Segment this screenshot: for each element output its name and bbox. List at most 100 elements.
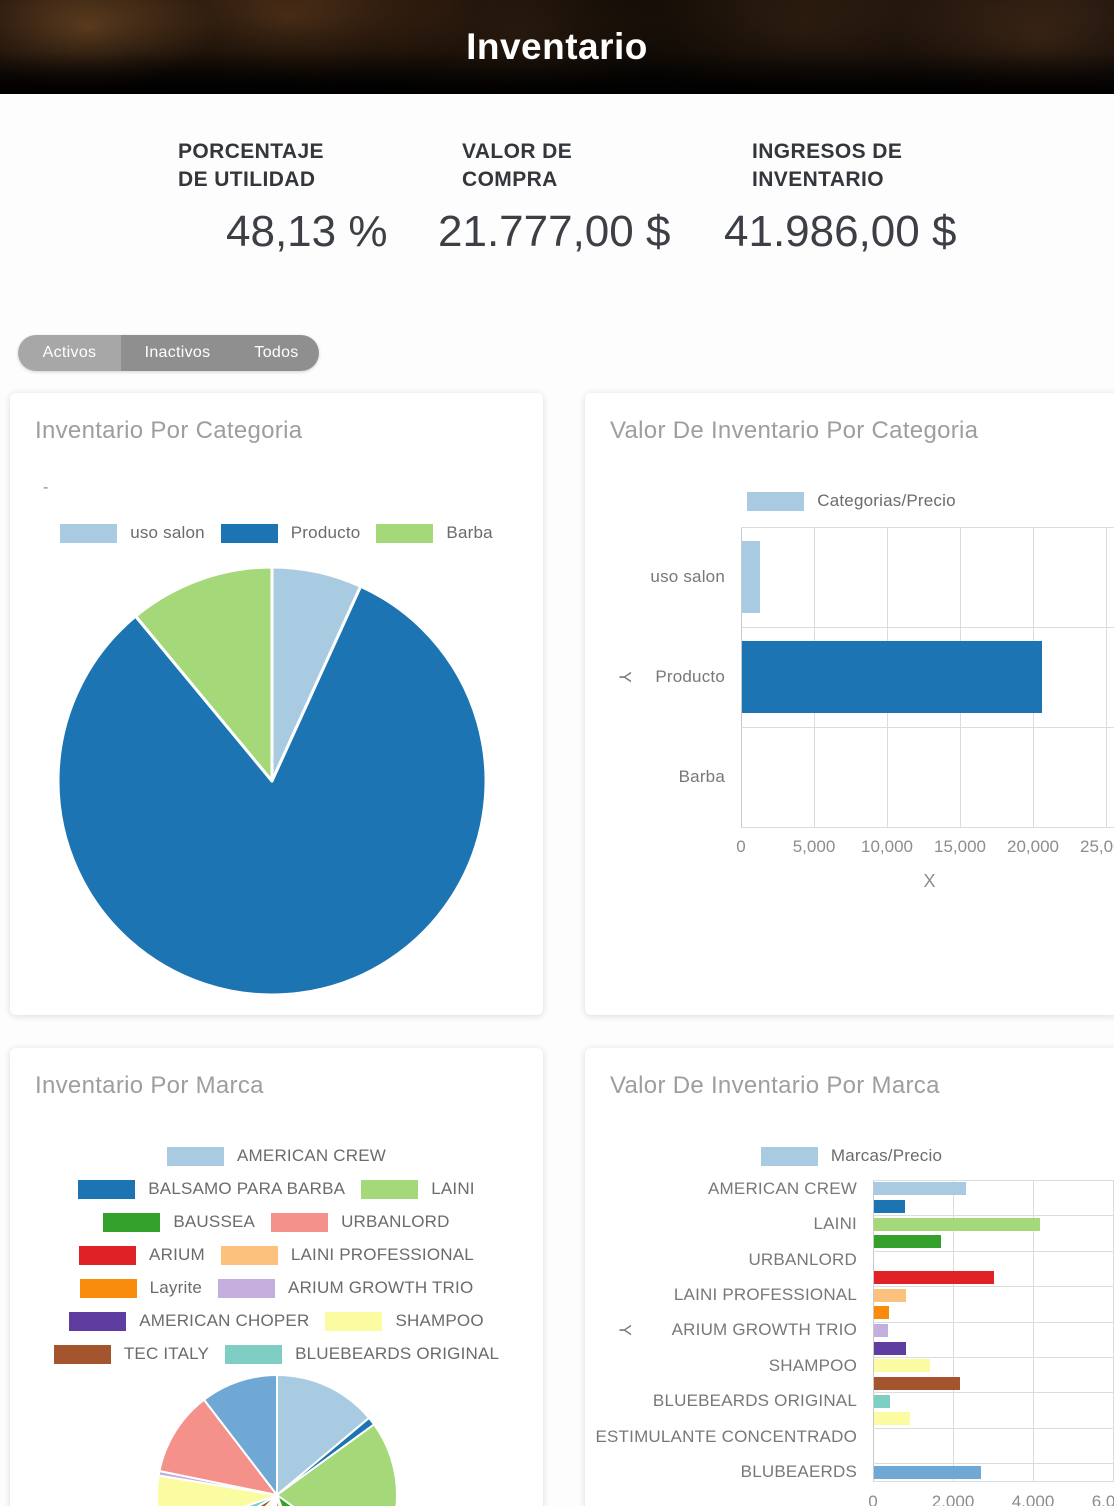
bar xyxy=(874,1306,890,1320)
tab-inactivos[interactable]: Inactivos xyxy=(121,335,234,371)
card-title: Inventario Por Marca xyxy=(35,1072,264,1099)
chart-legend: Categorias/Precio xyxy=(585,491,1114,511)
kpi-valor-compra: VALOR DE COMPRA 21.777,00 $ xyxy=(438,138,670,257)
tab-activos[interactable]: Activos xyxy=(18,335,121,371)
legend-label: Barba xyxy=(446,523,493,542)
y-axis-title: Y xyxy=(615,1324,635,1337)
y-tick-label: ESTIMULANTE CONCENTRADO xyxy=(595,1426,857,1446)
legend-item[interactable]: AMERICAN CREW xyxy=(167,1146,386,1166)
legend-row: BAUSSEA URBANLORD xyxy=(10,1212,543,1232)
legend-swatch xyxy=(53,1344,111,1364)
y-tick-label: Producto xyxy=(655,667,725,686)
bar xyxy=(874,1235,942,1249)
pie-chart-categoria xyxy=(56,565,488,997)
card-title: Valor De Inventario Por Marca xyxy=(610,1072,940,1099)
legend-swatch xyxy=(60,523,118,543)
bar xyxy=(874,1217,1040,1231)
legend-swatch xyxy=(325,1311,383,1331)
legend-item[interactable]: TEC ITALY xyxy=(53,1344,209,1364)
legend-swatch xyxy=(271,1212,329,1232)
gridline xyxy=(873,1286,1114,1288)
legend-item[interactable]: BAUSSEA xyxy=(103,1212,255,1232)
bar xyxy=(874,1465,982,1479)
pie-slice xyxy=(276,1374,370,1496)
legend-swatch xyxy=(361,1179,419,1199)
gridline xyxy=(1033,1180,1034,1481)
legend-label: URBANLORD xyxy=(341,1212,450,1231)
bar xyxy=(874,1323,888,1337)
kpi-value: 41.986,00 $ xyxy=(724,207,957,257)
bar xyxy=(874,1270,994,1284)
card-title: Valor De Inventario Por Categoria xyxy=(610,417,979,444)
legend-row: TEC ITALY BLUEBEARDS ORIGINAL xyxy=(10,1344,543,1364)
kpi-porcentaje-utilidad: PORCENTAJE DE UTILIDAD 48,13 % xyxy=(178,138,387,257)
legend-swatch xyxy=(760,1146,818,1166)
bar xyxy=(742,641,1043,713)
status-filter-tabs: Activos Inactivos Todos xyxy=(18,335,319,371)
card-inventario-por-categoria: Inventario Por Categoria - uso salon Prod… xyxy=(10,393,543,1015)
legend-item[interactable]: Categorias/Precio xyxy=(747,491,956,511)
hero-banner-image: Inventario xyxy=(0,0,1114,94)
card-title: Inventario Por Categoria xyxy=(35,417,303,444)
gridline xyxy=(953,1180,954,1481)
kpi-value: 21.777,00 $ xyxy=(438,207,671,257)
gridline xyxy=(873,1215,1114,1217)
legend-item[interactable]: URBANLORD xyxy=(271,1212,450,1232)
tab-todos[interactable]: Todos xyxy=(234,335,319,371)
card-inventario-por-marca: Inventario Por Marca AMERICAN CREW BALSAM… xyxy=(10,1048,543,1506)
stray-dash-label: - xyxy=(43,479,49,496)
x-tick-label: 0 xyxy=(868,1492,878,1506)
legend-item[interactable]: SHAMPOO xyxy=(325,1311,484,1331)
legend-item[interactable]: BALSAMO PARA BARBA xyxy=(78,1179,345,1199)
gridline xyxy=(741,827,1114,828)
legend-item[interactable]: ARIUM xyxy=(79,1245,205,1265)
legend-item[interactable]: LAINI PROFESSIONAL xyxy=(220,1245,474,1265)
kpi-value: 48,13 % xyxy=(226,207,388,257)
gridline xyxy=(741,527,742,827)
legend-label: uso salon xyxy=(130,523,205,542)
pie-slice xyxy=(158,1398,278,1496)
legend-label: Producto xyxy=(290,523,361,542)
legend-item[interactable]: AMERICAN CHOPER xyxy=(69,1311,309,1331)
y-tick-label: BLUEBEARDS ORIGINAL xyxy=(652,1391,857,1411)
legend-row: Layrite ARIUM GROWTH TRIO xyxy=(10,1278,543,1298)
legend-item[interactable]: LAINI xyxy=(361,1179,475,1199)
legend-item[interactable]: ARIUM GROWTH TRIO xyxy=(218,1278,473,1298)
bar xyxy=(874,1182,966,1196)
legend-label: BLUEBEARDS ORIGINAL xyxy=(295,1344,500,1363)
y-tick-label: SHAMPOO xyxy=(768,1355,857,1375)
gridline xyxy=(873,1357,1114,1358)
bar xyxy=(874,1200,906,1214)
legend-label: BALSAMO PARA BARBA xyxy=(148,1179,346,1198)
gridline xyxy=(873,1180,1114,1181)
pie-slice xyxy=(276,1423,398,1506)
y-axis-title: Y xyxy=(615,671,635,683)
y-tick-label: uso salon xyxy=(650,567,725,586)
kpi-label: PORCENTAJE DE UTILIDAD xyxy=(178,140,324,192)
bar xyxy=(874,1394,890,1408)
bar xyxy=(742,541,760,613)
legend-label: ARIUM xyxy=(149,1245,205,1264)
kpi-label: INGRESOS DE INVENTARIO xyxy=(752,140,903,192)
gridline xyxy=(741,727,1114,728)
legend-item[interactable]: Barba xyxy=(376,523,493,543)
y-tick-label: LAINI PROFESSIONAL xyxy=(673,1285,857,1305)
legend-swatch xyxy=(225,1344,283,1364)
x-tick-label: 5,000 xyxy=(792,837,836,856)
legend-swatch xyxy=(78,1179,136,1199)
gridline xyxy=(741,627,1114,628)
legend-item[interactable]: BLUEBEARDS ORIGINAL xyxy=(225,1344,499,1364)
legend-item[interactable]: Layrite xyxy=(79,1278,202,1298)
card-valor-inventario-por-marca: Valor De Inventario Por Marca Marcas/Pre… xyxy=(585,1048,1114,1506)
legend-item[interactable]: uso salon xyxy=(60,523,205,543)
legend-swatch xyxy=(218,1278,276,1298)
pie-chart-marca xyxy=(156,1374,398,1506)
legend-item[interactable]: Producto xyxy=(220,523,361,543)
gridline xyxy=(873,1427,1114,1429)
legend-label: BAUSSEA xyxy=(173,1212,256,1231)
legend-item[interactable]: Marcas/Precio xyxy=(760,1146,942,1166)
x-tick-label: 10,000 xyxy=(861,837,913,856)
kpi-ingresos-inventario: INGRESOS DE INVENTARIO 41.986,00 $ xyxy=(724,138,956,257)
gridline xyxy=(741,527,1114,528)
